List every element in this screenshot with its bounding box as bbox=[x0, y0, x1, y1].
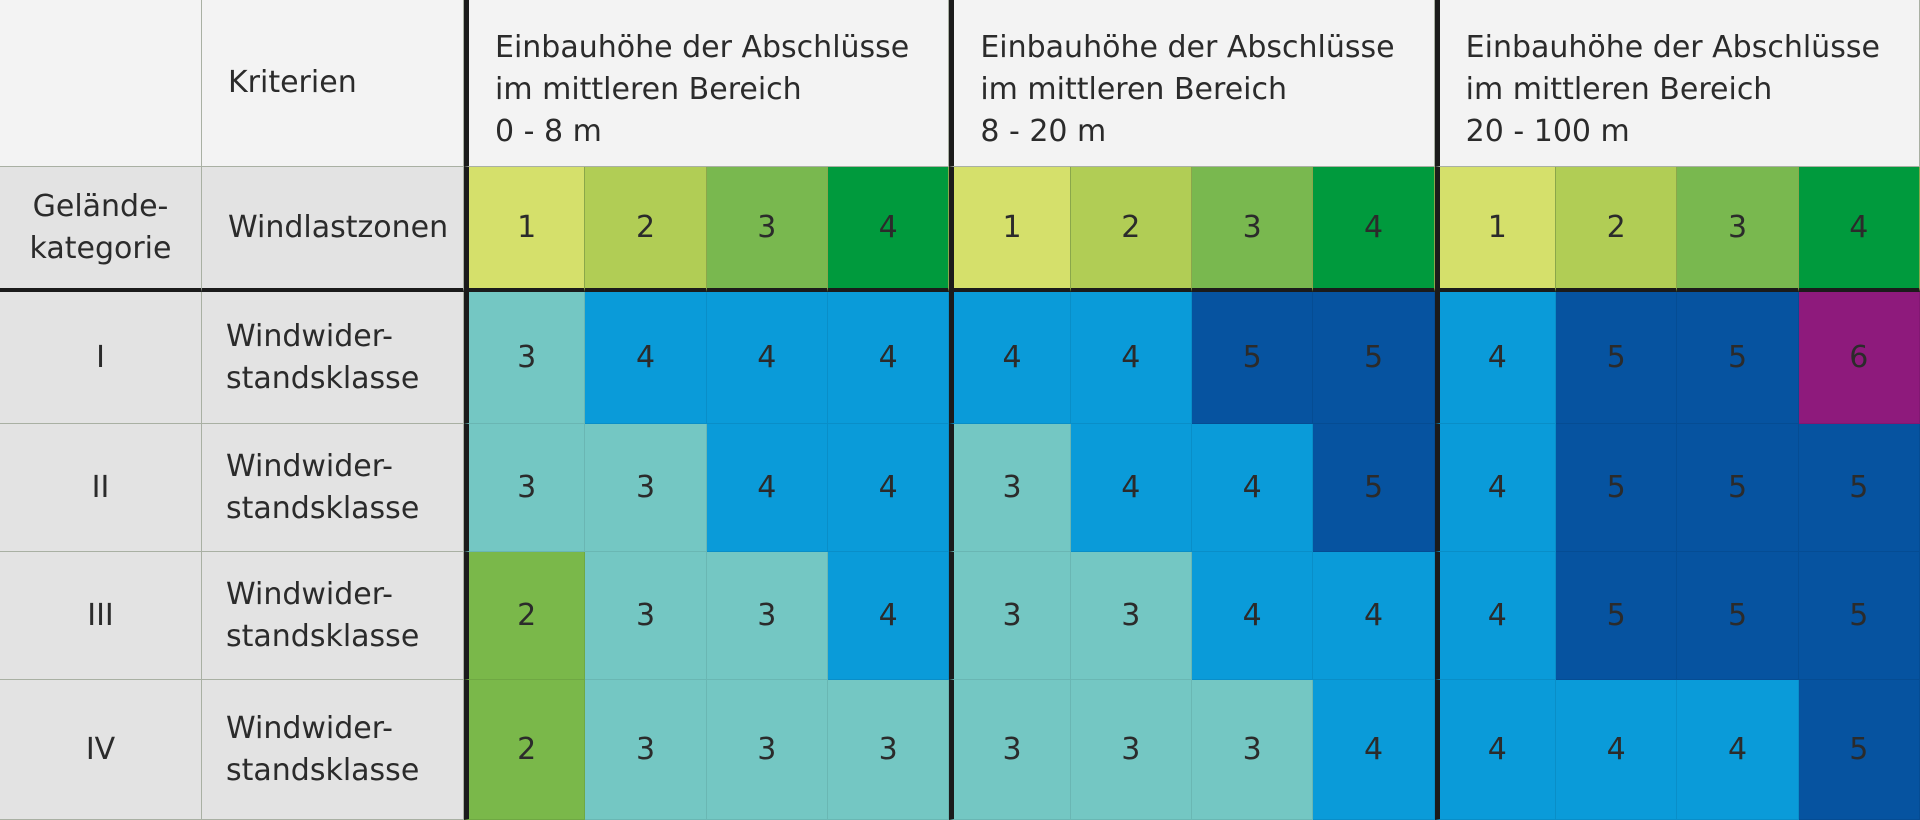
wind-zone-cell: 2 bbox=[585, 167, 707, 292]
wind-resistance-class-cell: 4 bbox=[706, 292, 828, 424]
wind-resistance-class-cell: 5 bbox=[1677, 424, 1799, 552]
criterion-cell: Windwider- standsklasse bbox=[202, 552, 464, 680]
wind-resistance-class-cell: 2 bbox=[464, 552, 586, 680]
wind-zone-cell: 4 bbox=[1313, 167, 1435, 292]
wind-zone-cell: 3 bbox=[1192, 167, 1314, 292]
wind-resistance-class-cell: 4 bbox=[949, 292, 1071, 424]
wind-zone-cell: 4 bbox=[1798, 167, 1920, 292]
wind-resistance-class-cell: 3 bbox=[949, 424, 1071, 552]
terrain-category-cell: II bbox=[0, 424, 202, 552]
wind-resistance-class-cell: 4 bbox=[1556, 680, 1678, 820]
wind-resistance-class-cell: 5 bbox=[1313, 292, 1435, 424]
wind-zone-cell: 4 bbox=[828, 167, 950, 292]
wind-zone-cell: 2 bbox=[1556, 167, 1678, 292]
wind-resistance-class-cell: 5 bbox=[1677, 292, 1799, 424]
wind-resistance-class-cell: 5 bbox=[1556, 292, 1678, 424]
wind-resistance-class-cell: 4 bbox=[1070, 424, 1192, 552]
wind-resistance-class-cell: 3 bbox=[464, 424, 586, 552]
corner-empty-cell bbox=[0, 0, 202, 167]
wind-resistance-class-cell: 4 bbox=[1434, 292, 1556, 424]
wind-resistance-class-cell: 5 bbox=[1798, 552, 1920, 680]
wind-resistance-class-cell: 3 bbox=[585, 680, 707, 820]
wind-resistance-class-cell: 5 bbox=[1798, 680, 1920, 820]
wind-resistance-class-cell: 4 bbox=[1070, 292, 1192, 424]
criterion-cell: Windwider- standsklasse bbox=[202, 424, 464, 552]
wind-zone-cell: 3 bbox=[706, 167, 828, 292]
wind-resistance-class-cell: 5 bbox=[1192, 292, 1314, 424]
wind-zones-header: Windlastzonen bbox=[202, 167, 464, 292]
wind-resistance-class-cell: 3 bbox=[1070, 680, 1192, 820]
criteria-header: Kriterien bbox=[202, 0, 464, 167]
wind-resistance-class-cell: 4 bbox=[828, 424, 950, 552]
wind-resistance-class-cell: 3 bbox=[1192, 680, 1314, 820]
wind-resistance-class-cell: 5 bbox=[1798, 424, 1920, 552]
wind-resistance-class-cell: 4 bbox=[1192, 552, 1314, 680]
wind-resistance-class-cell: 3 bbox=[464, 292, 586, 424]
wind-resistance-class-cell: 4 bbox=[1313, 552, 1435, 680]
criterion-cell: Windwider- standsklasse bbox=[202, 680, 464, 820]
wind-zone-cell: 2 bbox=[1070, 167, 1192, 292]
wind-resistance-class-cell: 4 bbox=[1434, 680, 1556, 820]
wind-resistance-class-cell: 3 bbox=[828, 680, 950, 820]
wind-resistance-class-cell: 6 bbox=[1798, 292, 1920, 424]
wind-resistance-class-cell: 4 bbox=[1313, 680, 1435, 820]
wind-zone-cell: 1 bbox=[1434, 167, 1556, 292]
wind-resistance-class-cell: 4 bbox=[828, 292, 950, 424]
wind-zone-cell: 1 bbox=[464, 167, 586, 292]
criterion-cell: Windwider- standsklasse bbox=[202, 292, 464, 424]
wind-resistance-class-cell: 4 bbox=[1434, 424, 1556, 552]
group-header-0-8m: Einbauhöhe der Abschlüsse im mittleren B… bbox=[464, 0, 950, 167]
wind-resistance-class-cell: 4 bbox=[706, 424, 828, 552]
wind-zone-cell: 3 bbox=[1677, 167, 1799, 292]
terrain-category-cell: III bbox=[0, 552, 202, 680]
group-header-8-20m: Einbauhöhe der Abschlüsse im mittleren B… bbox=[949, 0, 1435, 167]
wind-zone-cell: 1 bbox=[949, 167, 1071, 292]
group-header-20-100m: Einbauhöhe der Abschlüsse im mittleren B… bbox=[1434, 0, 1920, 167]
wind-resistance-class-cell: 3 bbox=[585, 552, 707, 680]
wind-resistance-class-cell: 5 bbox=[1556, 424, 1678, 552]
wind-resistance-class-cell: 4 bbox=[828, 552, 950, 680]
wind-resistance-class-cell: 4 bbox=[1434, 552, 1556, 680]
wind-resistance-class-cell: 4 bbox=[1677, 680, 1799, 820]
wind-resistance-class-cell: 3 bbox=[1070, 552, 1192, 680]
wind-resistance-class-cell: 2 bbox=[464, 680, 586, 820]
terrain-category-header: Gelände- kategorie bbox=[0, 167, 202, 292]
wind-resistance-class-cell: 5 bbox=[1677, 552, 1799, 680]
wind-resistance-class-cell: 3 bbox=[706, 680, 828, 820]
wind-resistance-class-cell: 3 bbox=[706, 552, 828, 680]
wind-resistance-class-cell: 5 bbox=[1556, 552, 1678, 680]
terrain-category-cell: I bbox=[0, 292, 202, 424]
wind-resistance-class-cell: 5 bbox=[1313, 424, 1435, 552]
wind-resistance-class-cell: 3 bbox=[949, 552, 1071, 680]
wind-resistance-class-cell: 4 bbox=[1192, 424, 1314, 552]
wind-resistance-class-cell: 4 bbox=[585, 292, 707, 424]
wind-resistance-class-cell: 3 bbox=[585, 424, 707, 552]
terrain-category-cell: IV bbox=[0, 680, 202, 820]
wind-resistance-class-cell: 3 bbox=[949, 680, 1071, 820]
